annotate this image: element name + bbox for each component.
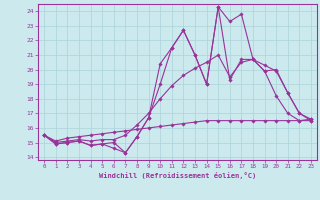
X-axis label: Windchill (Refroidissement éolien,°C): Windchill (Refroidissement éolien,°C) (99, 172, 256, 179)
